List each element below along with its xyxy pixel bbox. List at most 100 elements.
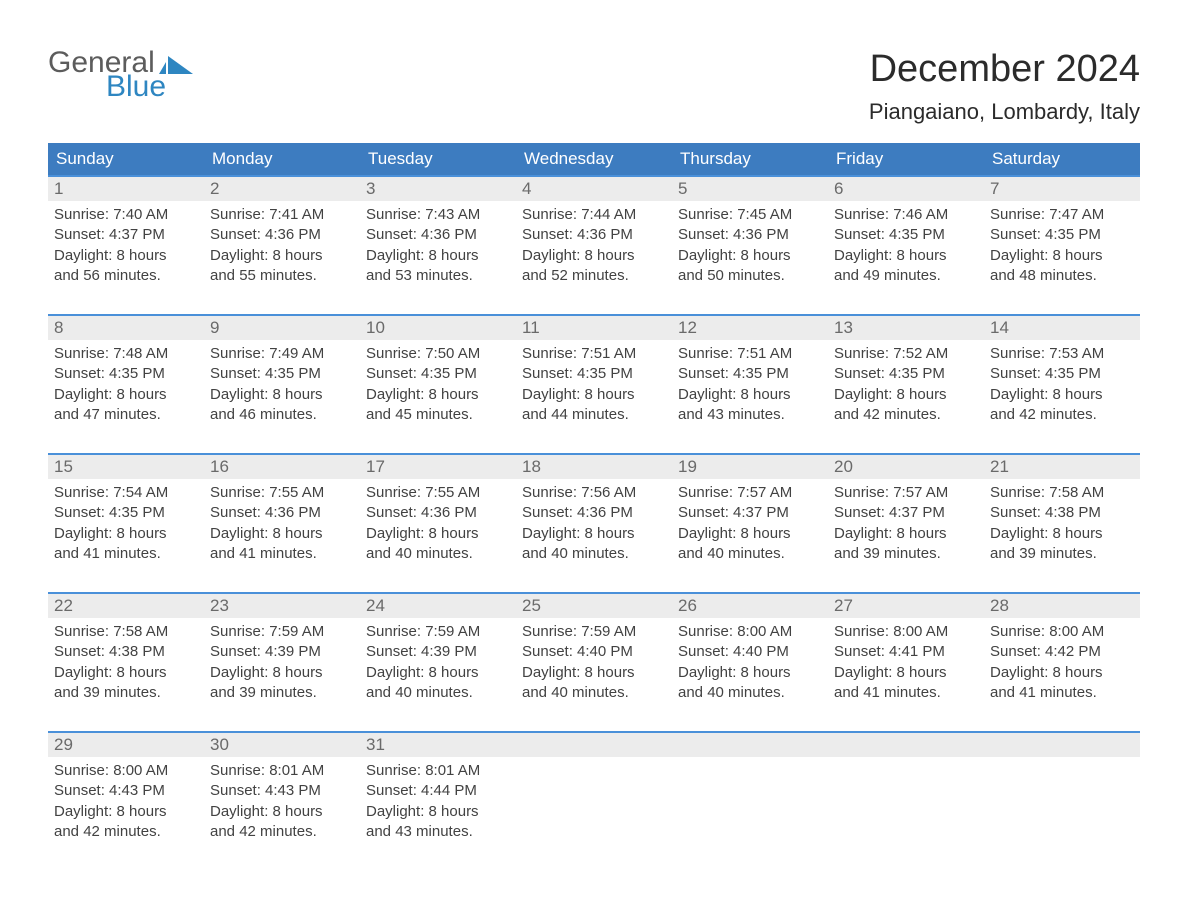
day-number-row: 12 bbox=[672, 316, 828, 340]
day-number-row: 22 bbox=[48, 594, 204, 618]
day-number-row: 28 bbox=[984, 594, 1140, 618]
sunset-line: Sunset: 4:36 PM bbox=[366, 503, 510, 523]
calendar-day: 29 Sunrise: 8:00 AMSunset: 4:43 PMDayligh… bbox=[48, 733, 204, 852]
daylight-line-1: Daylight: 8 hours bbox=[366, 663, 510, 683]
dow-saturday: Saturday bbox=[984, 143, 1140, 175]
daylight-line-2: and 40 minutes. bbox=[678, 544, 822, 564]
day-body: Sunrise: 7:40 AMSunset: 4:37 PMDaylight:… bbox=[54, 205, 198, 286]
daylight-line-2: and 46 minutes. bbox=[210, 405, 354, 425]
daylight-line-2: and 44 minutes. bbox=[522, 405, 666, 425]
sunrise-line: Sunrise: 7:59 AM bbox=[522, 622, 666, 642]
sunrise-line: Sunrise: 7:57 AM bbox=[834, 483, 978, 503]
daylight-line-1: Daylight: 8 hours bbox=[678, 524, 822, 544]
calendar-day: . bbox=[672, 733, 828, 852]
daylight-line-2: and 53 minutes. bbox=[366, 266, 510, 286]
calendar-day: 25Sunrise: 7:59 AMSunset: 4:40 PMDayligh… bbox=[516, 594, 672, 713]
calendar-day: 20 Sunrise: 7:57 AMSunset: 4:37 PMDayligh… bbox=[828, 455, 984, 574]
day-number-row: 6 bbox=[828, 177, 984, 201]
daylight-line-2: and 52 minutes. bbox=[522, 266, 666, 286]
sunset-line: Sunset: 4:36 PM bbox=[210, 503, 354, 523]
calendar-week: 15Sunrise: 7:54 AMSunset: 4:35 PMDayligh… bbox=[48, 453, 1140, 574]
day-body: Sunrise: 7:50 AMSunset: 4:35 PMDaylight:… bbox=[366, 344, 510, 425]
calendar-day: 4Sunrise: 7:44 AMSunset: 4:36 PMDaylight… bbox=[516, 177, 672, 296]
day-number-row: 20 bbox=[828, 455, 984, 479]
day-number-row: . bbox=[984, 733, 1140, 757]
day-number: 6 bbox=[834, 179, 843, 198]
page-title: December 2024 bbox=[869, 48, 1140, 91]
day-number-row: . bbox=[672, 733, 828, 757]
day-body: Sunrise: 7:41 AMSunset: 4:36 PMDaylight:… bbox=[210, 205, 354, 286]
dow-friday: Friday bbox=[828, 143, 984, 175]
day-number-row: 26 bbox=[672, 594, 828, 618]
calendar-day: 31Sunrise: 8:01 AMSunset: 4:44 PMDayligh… bbox=[360, 733, 516, 852]
day-body: Sunrise: 7:49 AMSunset: 4:35 PMDaylight:… bbox=[210, 344, 354, 425]
sunrise-line: Sunrise: 7:49 AM bbox=[210, 344, 354, 364]
calendar-day: 12Sunrise: 7:51 AMSunset: 4:35 PMDayligh… bbox=[672, 316, 828, 435]
calendar-day: 19Sunrise: 7:57 AMSunset: 4:37 PMDayligh… bbox=[672, 455, 828, 574]
calendar-day: 7 Sunrise: 7:47 AMSunset: 4:35 PMDaylight… bbox=[984, 177, 1140, 296]
sunset-line: Sunset: 4:35 PM bbox=[834, 225, 978, 245]
sunset-line: Sunset: 4:36 PM bbox=[522, 225, 666, 245]
day-number: 27 bbox=[834, 596, 853, 615]
sunset-line: Sunset: 4:39 PM bbox=[366, 642, 510, 662]
day-number: 18 bbox=[522, 457, 541, 476]
calendar-day: 27Sunrise: 8:00 AMSunset: 4:41 PMDayligh… bbox=[828, 594, 984, 713]
sunset-line: Sunset: 4:38 PM bbox=[54, 642, 198, 662]
day-body: Sunrise: 8:00 AMSunset: 4:42 PMDaylight:… bbox=[990, 622, 1134, 703]
title-block: December 2024 Piangaiano, Lombardy, Ital… bbox=[869, 48, 1140, 125]
day-number-row: 25 bbox=[516, 594, 672, 618]
sunrise-line: Sunrise: 7:52 AM bbox=[834, 344, 978, 364]
sunset-line: Sunset: 4:39 PM bbox=[210, 642, 354, 662]
day-number-row: 4 bbox=[516, 177, 672, 201]
daylight-line-1: Daylight: 8 hours bbox=[210, 802, 354, 822]
day-body: Sunrise: 7:55 AMSunset: 4:36 PMDaylight:… bbox=[366, 483, 510, 564]
daylight-line-2: and 56 minutes. bbox=[54, 266, 198, 286]
day-number-row: 7 bbox=[984, 177, 1140, 201]
sunset-line: Sunset: 4:35 PM bbox=[834, 364, 978, 384]
sunrise-line: Sunrise: 7:47 AM bbox=[990, 205, 1134, 225]
dow-tuesday: Tuesday bbox=[360, 143, 516, 175]
daylight-line-2: and 55 minutes. bbox=[210, 266, 354, 286]
calendar-day: 9 Sunrise: 7:49 AMSunset: 4:35 PMDaylight… bbox=[204, 316, 360, 435]
day-body: Sunrise: 7:46 AMSunset: 4:35 PMDaylight:… bbox=[834, 205, 978, 286]
sunrise-line: Sunrise: 7:51 AM bbox=[522, 344, 666, 364]
topbar: General Blue December 2024 Piangaiano, L… bbox=[48, 48, 1140, 125]
day-number: 26 bbox=[678, 596, 697, 615]
day-body: Sunrise: 7:55 AMSunset: 4:36 PMDaylight:… bbox=[210, 483, 354, 564]
daylight-line-1: Daylight: 8 hours bbox=[366, 385, 510, 405]
daylight-line-1: Daylight: 8 hours bbox=[54, 524, 198, 544]
daylight-line-2: and 39 minutes. bbox=[990, 544, 1134, 564]
calendar-day: 26Sunrise: 8:00 AMSunset: 4:40 PMDayligh… bbox=[672, 594, 828, 713]
day-body: Sunrise: 8:00 AMSunset: 4:43 PMDaylight:… bbox=[54, 761, 198, 842]
day-number: 16 bbox=[210, 457, 229, 476]
sunrise-line: Sunrise: 7:41 AM bbox=[210, 205, 354, 225]
day-body: Sunrise: 7:48 AMSunset: 4:35 PMDaylight:… bbox=[54, 344, 198, 425]
day-number-row: 1 bbox=[48, 177, 204, 201]
day-body: Sunrise: 7:58 AMSunset: 4:38 PMDaylight:… bbox=[54, 622, 198, 703]
calendar-day: 6 Sunrise: 7:46 AMSunset: 4:35 PMDaylight… bbox=[828, 177, 984, 296]
daylight-line-1: Daylight: 8 hours bbox=[834, 385, 978, 405]
sunrise-line: Sunrise: 7:50 AM bbox=[366, 344, 510, 364]
sunset-line: Sunset: 4:35 PM bbox=[366, 364, 510, 384]
calendar-day: 3Sunrise: 7:43 AMSunset: 4:36 PMDaylight… bbox=[360, 177, 516, 296]
calendar-day: 15Sunrise: 7:54 AMSunset: 4:35 PMDayligh… bbox=[48, 455, 204, 574]
day-body: Sunrise: 7:43 AMSunset: 4:36 PMDaylight:… bbox=[366, 205, 510, 286]
sunset-line: Sunset: 4:35 PM bbox=[54, 503, 198, 523]
day-body: Sunrise: 7:57 AMSunset: 4:37 PMDaylight:… bbox=[834, 483, 978, 564]
daylight-line-2: and 39 minutes. bbox=[210, 683, 354, 703]
calendar-day: 21Sunrise: 7:58 AMSunset: 4:38 PMDayligh… bbox=[984, 455, 1140, 574]
sunset-line: Sunset: 4:35 PM bbox=[990, 225, 1134, 245]
daylight-line-2: and 42 minutes. bbox=[54, 822, 198, 842]
day-of-week-header: Sunday Monday Tuesday Wednesday Thursday… bbox=[48, 143, 1140, 175]
day-number-row: 31 bbox=[360, 733, 516, 757]
sunrise-line: Sunrise: 7:56 AM bbox=[522, 483, 666, 503]
sunset-line: Sunset: 4:35 PM bbox=[678, 364, 822, 384]
daylight-line-2: and 47 minutes. bbox=[54, 405, 198, 425]
daylight-line-1: Daylight: 8 hours bbox=[210, 524, 354, 544]
day-number: 29 bbox=[54, 735, 73, 754]
sunset-line: Sunset: 4:37 PM bbox=[54, 225, 198, 245]
day-body: Sunrise: 7:47 AMSunset: 4:35 PMDaylight:… bbox=[990, 205, 1134, 286]
sunset-line: Sunset: 4:43 PM bbox=[210, 781, 354, 801]
day-number: 9 bbox=[210, 318, 219, 337]
sunset-line: Sunset: 4:35 PM bbox=[522, 364, 666, 384]
